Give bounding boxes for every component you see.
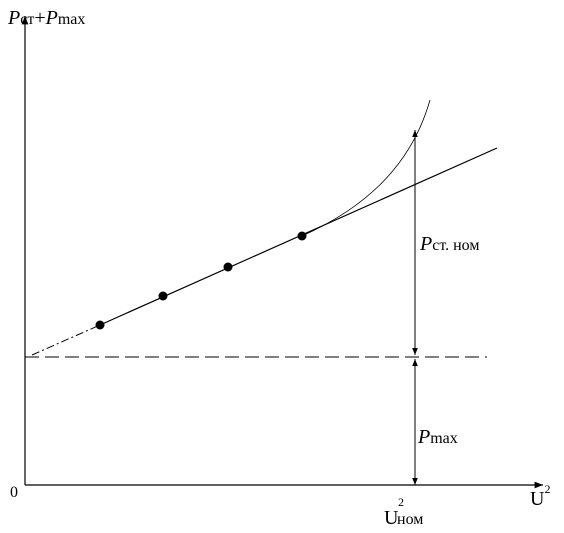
p-st-nom-label: Pст. ном bbox=[419, 233, 480, 255]
subscript: max bbox=[58, 11, 86, 28]
point bbox=[223, 262, 233, 272]
symbol: U bbox=[384, 507, 399, 529]
origin-label: 0 bbox=[10, 484, 18, 501]
subscript: ст. ном bbox=[432, 237, 479, 254]
symbol: P bbox=[7, 7, 20, 29]
symbol: P bbox=[417, 426, 430, 448]
x-axis-label: U2 bbox=[530, 482, 550, 510]
subscript: ном bbox=[397, 511, 423, 528]
u-nom-label: U2 ном bbox=[384, 495, 423, 529]
p-max-label: Pmax bbox=[417, 426, 458, 448]
subscript: max bbox=[430, 430, 458, 447]
y-axis-label: Pст+Pmax bbox=[7, 7, 85, 29]
superscript: 2 bbox=[398, 495, 404, 509]
superscript: 2 bbox=[544, 482, 550, 496]
extrapolation bbox=[31, 324, 101, 356]
symbol: P bbox=[419, 233, 432, 255]
symbol: U bbox=[530, 488, 545, 510]
subscript: ст bbox=[20, 11, 34, 28]
symbol: P bbox=[45, 7, 58, 29]
plus: + bbox=[34, 7, 45, 29]
point bbox=[297, 231, 307, 241]
point bbox=[158, 291, 168, 301]
curve bbox=[301, 99, 431, 237]
point bbox=[95, 320, 105, 330]
